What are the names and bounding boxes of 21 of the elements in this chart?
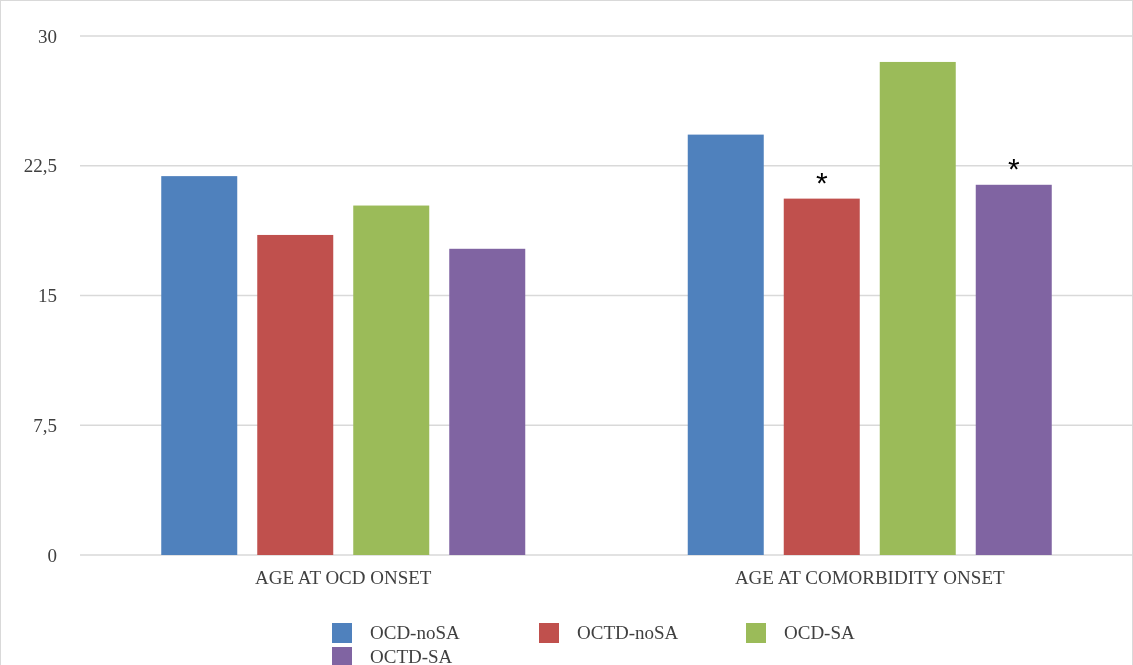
y-tick-label: 0 <box>47 544 57 566</box>
x-tick-label: AGE AT COMORBIDITY ONSET <box>734 567 1005 588</box>
y-tick-label: 7,5 <box>33 414 57 436</box>
annotation: * <box>815 165 828 199</box>
bar <box>687 134 764 555</box>
legend-label: OCD-noSA <box>370 621 461 643</box>
bar <box>353 205 430 555</box>
legend-label: OCD-SA <box>784 621 856 643</box>
bar <box>161 176 238 555</box>
bar <box>879 61 956 555</box>
bar <box>783 198 860 555</box>
legend-label: OCTD-noSA <box>577 621 679 643</box>
bar <box>975 184 1052 555</box>
y-tick-label: 15 <box>38 285 57 307</box>
bar <box>449 248 526 555</box>
y-tick-label: 30 <box>38 25 57 47</box>
y-tick-label: 22,5 <box>23 155 57 177</box>
x-tick-label: AGE AT OCD ONSET <box>255 567 432 588</box>
legend-label: OCTD-SA <box>370 645 453 665</box>
annotation: * <box>1007 151 1020 185</box>
bar <box>257 234 334 555</box>
